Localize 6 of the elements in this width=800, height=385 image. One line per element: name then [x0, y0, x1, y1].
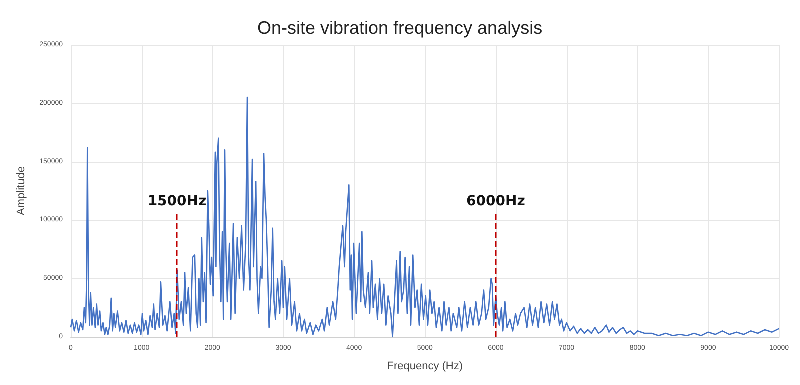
x-axis-title: Frequency (Hz) [387, 360, 464, 372]
ref-line-label: 1500Hz [148, 193, 207, 210]
ref-line-label: 6000Hz [466, 193, 526, 210]
y-axis-title: Amplitude [16, 166, 28, 216]
line-series [70, 96, 780, 338]
chart-title: On-site vibration frequency analysis [257, 18, 543, 38]
